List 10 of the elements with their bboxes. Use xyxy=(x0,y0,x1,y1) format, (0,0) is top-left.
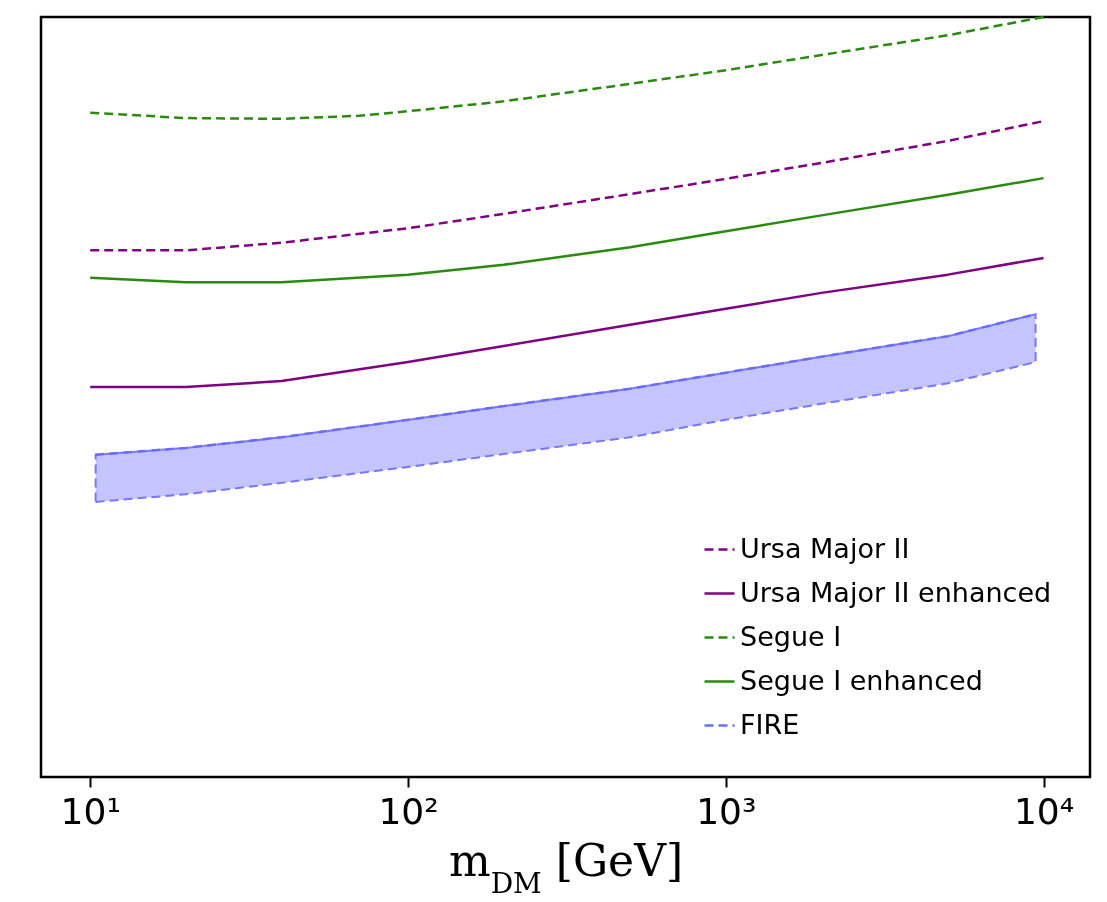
x-tick-label: 10¹ xyxy=(60,790,121,832)
x-axis-title: m$_{DM}$ [GeV] xyxy=(448,834,684,899)
legend-label: Segue I enhanced xyxy=(740,664,983,696)
legend-label: Ursa Major II xyxy=(740,532,910,564)
x-tick-label: 10⁴ xyxy=(1013,790,1075,832)
legend-label: Segue I xyxy=(740,620,842,652)
x-tick-label: 10² xyxy=(378,790,439,832)
x-tick-label: 10³ xyxy=(696,790,757,832)
legend-label: Ursa Major II enhanced xyxy=(740,576,1052,608)
legend-label: FIRE xyxy=(740,708,800,740)
